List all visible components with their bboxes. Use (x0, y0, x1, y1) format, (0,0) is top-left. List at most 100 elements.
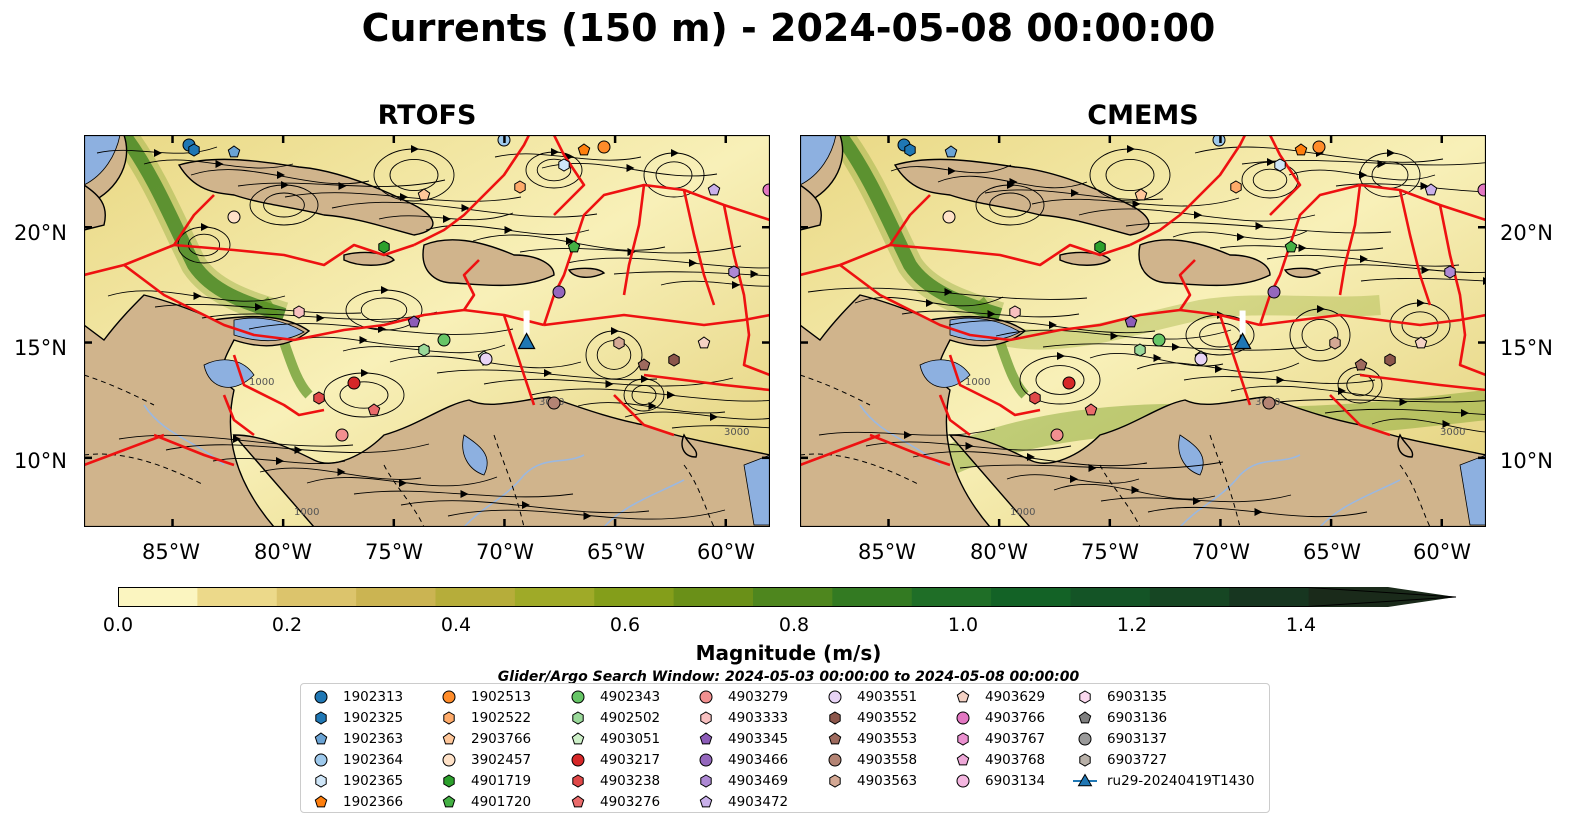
country-borders (84, 374, 715, 527)
legend-marker-6903135 (1079, 690, 1091, 704)
float-marker-4903276 (1084, 403, 1098, 416)
colorbar-bin (911, 587, 992, 607)
map-ticks (84, 135, 770, 527)
x-tick-75w-left: 75°W (365, 540, 423, 564)
legend-item-1902513: 1902513 (437, 687, 531, 707)
legend-item-1902325: 1902325 (309, 708, 403, 728)
legend-marker-4901720 (442, 795, 456, 808)
legend-marker-4903276 (571, 795, 585, 808)
legend-label: 4902502 (600, 710, 661, 726)
svg-text:3000: 3000 (724, 427, 749, 438)
float-marker-4903217 (347, 376, 361, 390)
legend-label: 4902343 (600, 689, 661, 705)
glider-track (1239, 310, 1246, 335)
legend-label: 4903472 (728, 794, 789, 810)
legend-label: ru29-20240419T1430 (1107, 773, 1255, 789)
float-marker-4903553 (637, 358, 651, 371)
svg-text:3000: 3000 (1440, 427, 1465, 438)
float-hexagon-icon (829, 774, 841, 788)
search-window-title: Glider/Argo Search Window: 2024-05-03 00… (497, 669, 1080, 683)
legend-label: 4901719 (471, 773, 532, 789)
svg-text:1000: 1000 (249, 377, 274, 388)
float-marker-1902365 (1274, 158, 1286, 172)
y-tick-10n-right: 10°N (1500, 449, 1553, 473)
x-tick-80w-right: 80°W (970, 540, 1028, 564)
float-marker-4903563 (1329, 336, 1341, 350)
float-circle-icon (314, 753, 328, 767)
float-marker-3902457 (942, 210, 956, 224)
legend-label: 6903134 (985, 773, 1046, 789)
float-hexagon-icon (1079, 690, 1091, 704)
float-circle-icon (1078, 732, 1092, 746)
legend-marker-4902502 (572, 711, 584, 725)
legend-label: 4903553 (857, 731, 918, 747)
colorbar-bin (991, 587, 1071, 607)
float-marker-4903629 (697, 336, 711, 349)
float-marker-1902522 (1230, 180, 1242, 194)
legend-item-4903551: 4903551 (823, 687, 917, 707)
float-marker-2903766 (1134, 188, 1148, 201)
svg-text:1000: 1000 (965, 377, 990, 388)
colorbar-tick-0.0: 0.0 (102, 614, 134, 636)
float-hexagon-icon (315, 774, 327, 788)
colorbar-label: Magnitude (m/s) (695, 641, 882, 665)
float-marker-4903333 (1009, 305, 1021, 319)
legend-marker-4903552 (829, 711, 841, 725)
float-circle-icon (442, 753, 456, 767)
legend-label: 4903276 (600, 794, 661, 810)
colorbar-bin (435, 587, 516, 607)
hispaniola-land (422, 239, 555, 287)
legend-item-4903345: 4903345 (694, 729, 788, 749)
float-marker-4901720 (567, 240, 581, 253)
x-tick-65w-left: 65°W (587, 540, 645, 564)
legend-marker-1902513 (442, 690, 456, 704)
legend-marker-6903134 (956, 774, 970, 788)
legend-marker-4903238 (572, 774, 584, 788)
legend-marker-1902365 (315, 774, 327, 788)
float-marker-4903472 (707, 183, 721, 196)
legend-label: 4903558 (857, 752, 918, 768)
legend-marker-3902457 (442, 753, 456, 767)
colorbar-bin (118, 587, 198, 607)
x-tick-60w-right: 60°W (1413, 540, 1471, 564)
legend-marker-6903136 (1078, 711, 1092, 724)
float-hexagon-icon (829, 711, 841, 725)
colorbar-tick-1.2: 1.2 (1116, 614, 1148, 636)
float-marker-4903466 (552, 285, 566, 299)
legend-label: 1902365 (343, 773, 404, 789)
legend-item-4903563: 4903563 (823, 771, 917, 791)
float-marker-4902343 (437, 333, 451, 347)
float-marker-4903279 (335, 428, 349, 442)
legend-label: 6903727 (1107, 752, 1168, 768)
x-tick-80w-left: 80°W (254, 540, 312, 564)
legend-label: 4903333 (728, 710, 789, 726)
glider-track (523, 310, 530, 335)
float-hexagon-icon (315, 711, 327, 725)
colorbar-bin (594, 587, 675, 607)
legend-item-4903767: 4903767 (951, 729, 1045, 749)
legend-item-4903279: 4903279 (694, 687, 788, 707)
figure-title: Currents (150 m) - 2024-05-08 00:00:00 (361, 6, 1216, 50)
float-circle-icon (828, 753, 842, 767)
cmems-map-panel: 1000300010003000 (800, 135, 1486, 527)
float-marker-2903766 (417, 188, 431, 201)
eez-boundaries (84, 135, 770, 467)
puerto-rico-land (567, 267, 606, 278)
legend-label: 6903136 (1107, 710, 1168, 726)
jamaica-land (343, 251, 395, 266)
float-marker-4903345 (1124, 315, 1138, 328)
legend-marker-6903137 (1078, 732, 1092, 746)
legend-item-6903135: 6903135 (1073, 687, 1167, 707)
legend-item-4902502: 4902502 (566, 708, 660, 728)
float-pentagon-icon (699, 732, 713, 745)
float-circle-icon (828, 690, 842, 704)
legend-item-4903629: 4903629 (951, 687, 1045, 707)
legend-item-4903051: 4903051 (566, 729, 660, 749)
legend-label: 4903345 (728, 731, 789, 747)
colorbar-bin (1149, 587, 1230, 607)
legend-marker-1902325 (315, 711, 327, 725)
legend-item-6903134: 6903134 (951, 771, 1045, 791)
legend-marker-4903279 (699, 690, 713, 704)
float-marker-4903469 (728, 265, 740, 279)
legend-label: 1902366 (343, 794, 404, 810)
